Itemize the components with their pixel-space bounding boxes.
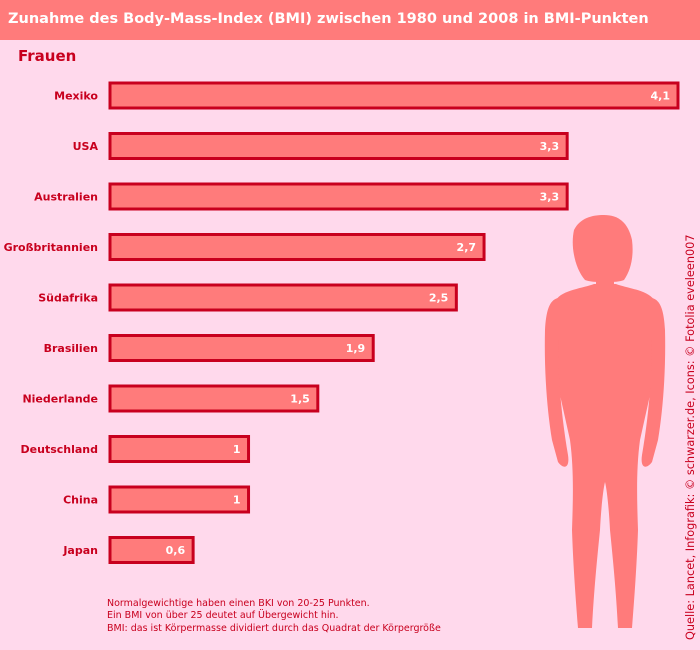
bar-brasilien xyxy=(108,334,375,362)
chart-title: Zunahme des Body-Mass-Index (BMI) zwisch… xyxy=(8,11,649,27)
bar-südafrika xyxy=(108,283,458,312)
category-label: Deutschland xyxy=(21,443,98,456)
bar-usa xyxy=(108,132,569,160)
bar-china xyxy=(108,485,251,514)
footnote-line: BMI: das ist Körpermasse dividiert durch… xyxy=(107,622,441,634)
category-label: Mexiko xyxy=(54,90,98,103)
category-label: China xyxy=(63,494,98,507)
value-label: 1 xyxy=(233,494,241,507)
category-label: Südafrika xyxy=(38,292,98,305)
title-bar: Zunahme des Body-Mass-Index (BMI) zwisch… xyxy=(0,0,700,40)
footnote-line: Ein BMI von über 25 deutet auf Übergewic… xyxy=(107,610,339,622)
chart-subtitle: Frauen xyxy=(18,47,77,65)
category-label: Niederlande xyxy=(22,393,98,406)
footnote-line: Normalgewichtige haben einen BKI von 20-… xyxy=(107,598,370,609)
value-label: 2,5 xyxy=(429,292,449,305)
source-credit: Quelle: Lancet, Infografik: © schwarzer.… xyxy=(684,234,697,640)
value-label: 3,3 xyxy=(540,191,560,204)
bar-niederlande xyxy=(108,384,320,413)
woman-silhouette-icon xyxy=(544,215,666,628)
bar-großbritannien xyxy=(108,233,486,261)
bar-mexiko xyxy=(108,81,680,110)
value-label: 2,7 xyxy=(457,241,477,254)
value-label: 1 xyxy=(233,443,241,456)
bar-deutschland xyxy=(108,435,251,463)
value-label: 0,6 xyxy=(166,544,186,557)
category-label: USA xyxy=(73,140,99,153)
category-label: Großbritannien xyxy=(4,241,98,254)
category-label: Brasilien xyxy=(44,342,98,355)
value-label: 1,5 xyxy=(290,393,310,406)
value-label: 4,1 xyxy=(651,90,671,103)
category-label: Australien xyxy=(34,191,98,204)
value-label: 1,9 xyxy=(346,342,366,355)
bar-australien xyxy=(108,182,569,211)
value-label: 3,3 xyxy=(540,140,560,153)
category-label: Japan xyxy=(62,544,98,557)
footnote: Normalgewichtige haben einen BKI von 20-… xyxy=(107,598,441,635)
bar-japan xyxy=(108,536,195,564)
